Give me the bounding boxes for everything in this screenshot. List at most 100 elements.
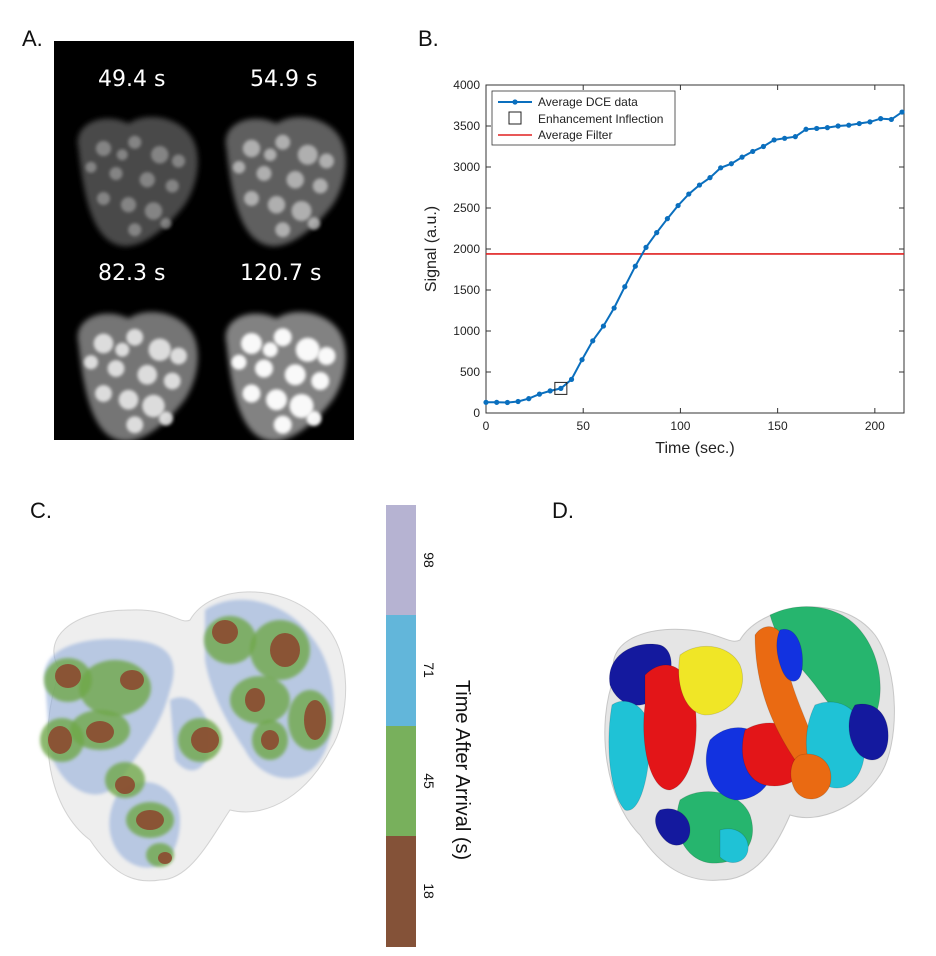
segment-red-left <box>643 664 697 791</box>
x-tick-label: 150 <box>768 419 788 433</box>
arrival-time-3d-render <box>40 591 347 882</box>
dce-data-point <box>888 116 894 123</box>
colorbar-tick-45: 45 <box>421 773 437 789</box>
y-tick-label: 2000 <box>453 242 480 256</box>
dce-data-point <box>568 376 575 382</box>
dce-data-point <box>878 116 884 122</box>
enhancing-nodule <box>311 372 330 390</box>
enhancing-nodule <box>96 191 111 206</box>
enhancing-nodule <box>163 372 181 390</box>
x-tick-label: 100 <box>670 419 690 433</box>
dce-data-point <box>675 202 681 209</box>
enhancing-nodule <box>128 135 142 149</box>
enhancing-nodule <box>289 394 314 418</box>
segment-navy-right <box>848 703 889 761</box>
enhancing-nodule <box>317 347 336 365</box>
time-label-2: 54.9 s <box>250 67 318 92</box>
enhancing-nodule <box>126 416 144 434</box>
enhancing-nodule <box>165 179 179 193</box>
time-label-4: 120.7 s <box>240 261 322 286</box>
enhancing-nodule <box>116 149 128 161</box>
enhancing-nodule <box>241 333 262 354</box>
legend-inflection-label: Enhancement Inflection <box>538 112 663 126</box>
dce-data-point <box>728 161 734 167</box>
enhancing-nodule <box>242 139 261 158</box>
enhancing-nodule <box>120 197 137 213</box>
y-tick-label: 3500 <box>453 119 480 133</box>
enhancing-nodule <box>144 202 163 220</box>
enhancing-nodule <box>232 161 246 174</box>
enhancing-nodule <box>295 337 320 362</box>
dce-frame-4 <box>225 311 346 442</box>
y-tick-label: 1000 <box>453 324 480 338</box>
colorbar-title-wrap: Time After Arrival (s) <box>451 680 473 860</box>
panel-a-label: A. <box>22 26 43 51</box>
dce-data-point <box>718 165 724 171</box>
enhancing-nodule <box>171 154 186 168</box>
early-arrival-cores <box>48 620 326 864</box>
segment-yellow <box>678 646 743 716</box>
enhancing-nodule <box>126 328 144 346</box>
segment-blue-right <box>776 628 803 682</box>
enhancing-nodule <box>115 342 130 357</box>
legend-inflection-swatch <box>508 111 522 125</box>
enhancing-nodule <box>306 411 322 426</box>
signal-time-chart: 0 500 1000 1500 2000 2500 3000 3500 4000 0 50 100 15… <box>423 78 905 457</box>
enhancing-nodule <box>264 148 277 161</box>
colorbar-tick-98: 98 <box>421 552 437 568</box>
dce-data-point <box>643 244 649 250</box>
enhancing-nodule <box>312 178 328 194</box>
dce-data-point <box>536 391 543 397</box>
dce-data-point <box>835 123 841 129</box>
enhancing-nodule <box>273 328 292 347</box>
y-tick-label: 1500 <box>453 283 480 297</box>
enhancing-nodule <box>95 385 112 402</box>
enhancing-nodule <box>142 394 165 418</box>
dce-data-point <box>611 305 617 311</box>
colorbar-segment-71 <box>386 615 416 726</box>
dce-data-point <box>547 388 553 394</box>
panel-d-label: D. <box>552 498 574 523</box>
enhancing-nodule <box>137 364 158 385</box>
dce-data-point <box>814 125 820 132</box>
enhancing-nodule <box>297 144 318 165</box>
dce-data-point <box>504 399 510 406</box>
segmentation-3d-render <box>604 606 895 881</box>
colorbar-segment-18 <box>386 836 416 947</box>
enhancing-nodule <box>266 389 287 411</box>
enhancing-nodule <box>307 217 321 230</box>
dce-data-point <box>558 385 564 391</box>
enhancing-nodule <box>170 347 187 365</box>
enhancing-nodule <box>286 171 304 189</box>
enhancing-nodule <box>93 333 114 354</box>
dce-data-point <box>696 182 703 188</box>
y-tick-label: 3000 <box>453 160 480 174</box>
dce-data-point <box>654 230 660 236</box>
dce-image-grid: 49.4 s 54.9 s 82.3 s 120.7 s <box>54 41 354 442</box>
segment-orange-bottom <box>790 753 832 800</box>
dce-data-point <box>846 122 852 128</box>
colorbar-segment-45 <box>386 726 416 836</box>
enhancing-nodule <box>244 191 259 206</box>
enhancing-nodule <box>291 201 312 221</box>
time-label-1: 49.4 s <box>98 67 166 92</box>
x-axis-label: Time (sec.) <box>655 440 734 457</box>
enhancing-nodule <box>128 223 142 237</box>
enhancing-nodule <box>107 360 125 377</box>
enhancing-nodule <box>267 196 286 214</box>
y-tick-label: 2500 <box>453 201 480 215</box>
dce-data-point <box>590 338 596 344</box>
dce-data-point <box>760 143 767 150</box>
colorbar-segment-98 <box>386 505 416 615</box>
enhancing-nodule <box>95 140 112 157</box>
colorbar-graphic: 98 71 45 18 <box>386 505 437 947</box>
dce-data-point <box>579 357 585 363</box>
enhancing-nodule <box>242 384 261 403</box>
dce-data-point <box>750 148 756 155</box>
dce-data-point <box>792 134 798 140</box>
dce-data-point <box>600 323 607 329</box>
panel-c-label: C. <box>30 498 52 523</box>
enhancing-nodule <box>275 134 291 150</box>
dce-data-point <box>899 109 905 115</box>
dce-data-point <box>856 120 862 127</box>
